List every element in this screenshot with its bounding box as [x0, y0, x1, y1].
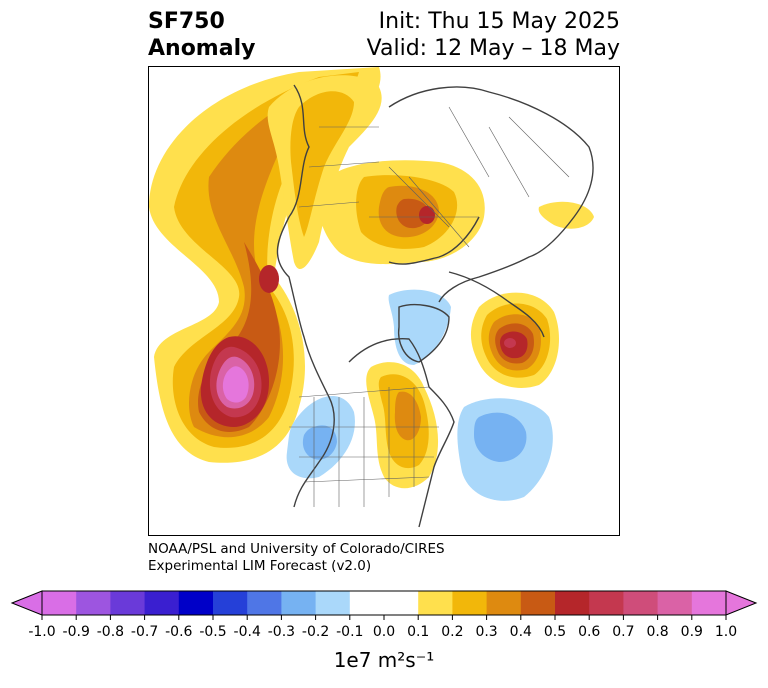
colorbar-segment — [384, 591, 419, 615]
credit-line-2: Experimental LIM Forecast (v2.0) — [148, 558, 372, 574]
anomaly-europe-positive — [317, 160, 594, 265]
anomaly-atlantic-positive — [470, 292, 559, 388]
colorbar-segment — [247, 591, 282, 615]
colorbar-segment — [213, 591, 248, 615]
colorbar-segment — [691, 591, 727, 615]
map-canvas — [149, 67, 594, 528]
anomaly-pacific-positive — [149, 67, 381, 463]
colorbar-tick-label: 0.0 — [373, 624, 395, 640]
colorbar-segment — [452, 591, 488, 615]
colorbar-segment — [623, 591, 659, 615]
colorbar-tick-label: -0.5 — [199, 624, 226, 640]
colorbar-tick-label: -0.6 — [165, 624, 192, 640]
variable-label: SF750 — [148, 9, 225, 34]
colorbar-tick-label: 0.4 — [510, 624, 532, 640]
colorbar-ticks: -1.0 -0.9 -0.8 -0.7 -0.6 -0.5 -0.4 -0.3 -0.2 -0.1… — [28, 615, 737, 640]
colorbar-segments — [42, 591, 727, 615]
colorbar-segment — [76, 591, 111, 615]
colorbar-segment — [520, 591, 556, 615]
kind-label: Anomaly — [148, 36, 256, 61]
colorbar-extend-low — [10, 590, 43, 616]
colorbar-tick-label: 0.1 — [407, 624, 429, 640]
coastlines — [276, 84, 594, 528]
colorbar-tick-label: 1.0 — [715, 624, 737, 640]
political-borders — [289, 106, 570, 507]
colorbar-segment — [486, 591, 522, 615]
colorbar-segment — [110, 591, 146, 615]
forecast-dates: Init: Thu 15 May 2025 Valid: 12 May – 18… — [367, 8, 620, 62]
colorbar: -1.0 -0.9 -0.8 -0.7 -0.6 -0.5 -0.4 -0.3 -0.2 -0.1… — [10, 590, 758, 640]
colorbar-tick-label: -0.9 — [63, 624, 90, 640]
colorbar-segment — [178, 591, 214, 615]
colorbar-tick-label: 0.3 — [475, 624, 497, 640]
colorbar-segment — [349, 591, 385, 615]
colorbar-extend-high — [725, 590, 758, 616]
colorbar-tick-label: 0.6 — [578, 624, 600, 640]
colorbar-segment — [144, 591, 180, 615]
colorbar-tick-label: -1.0 — [28, 624, 55, 640]
colorbar-tick-label: 0.5 — [544, 624, 566, 640]
colorbar-unit-label: 1e7 m²s⁻¹ — [333, 648, 435, 672]
colorbar-segment — [555, 591, 590, 615]
credit-text: NOAA/PSL and University of Colorado/CIRE… — [148, 541, 445, 575]
init-date-label: Init: Thu 15 May 2025 — [378, 9, 620, 34]
colorbar-tick-label: 0.2 — [441, 624, 463, 640]
colorbar-tick-label: -0.4 — [234, 624, 261, 640]
colorbar-tick-label: 0.8 — [646, 624, 668, 640]
anomaly-map — [148, 66, 620, 536]
map-title: SF750 Anomaly — [148, 8, 255, 62]
colorbar-segment — [315, 591, 351, 615]
colorbar-segment — [281, 591, 317, 615]
valid-range-label: Valid: 12 May – 18 May — [366, 36, 620, 61]
colorbar-segment — [589, 591, 624, 615]
colorbar-segment — [418, 591, 453, 615]
colorbar-tick-label: 0.9 — [681, 624, 703, 640]
colorbar-tick-label: -0.1 — [336, 624, 363, 640]
colorbar-tick-label: -0.3 — [268, 624, 295, 640]
colorbar-segment — [657, 591, 693, 615]
colorbar-tick-label: -0.8 — [97, 624, 124, 640]
anomaly-asia-positive — [267, 75, 382, 270]
colorbar-tick-label: -0.2 — [302, 624, 329, 640]
colorbar-segment — [42, 591, 77, 615]
credit-line-1: NOAA/PSL and University of Colorado/CIRE… — [148, 541, 445, 557]
anomaly-negative-regions — [286, 289, 553, 501]
colorbar-tick-label: -0.7 — [131, 624, 158, 640]
colorbar-tick-label: 0.7 — [612, 624, 634, 640]
